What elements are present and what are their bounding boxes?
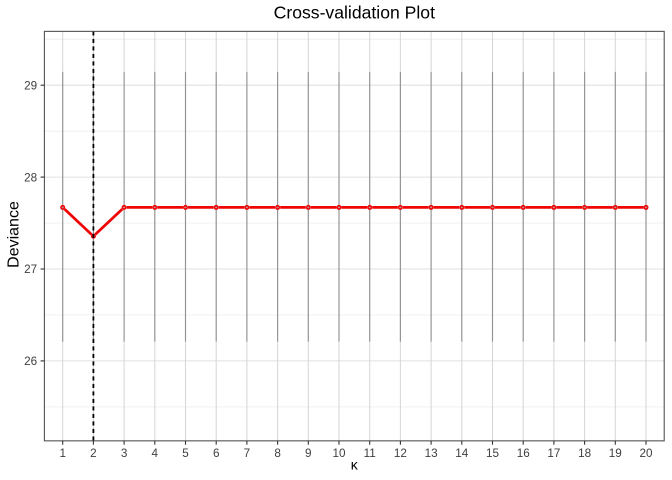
svg-text:12: 12 <box>394 447 407 460</box>
svg-text:17: 17 <box>547 447 560 460</box>
svg-text:4: 4 <box>152 447 159 460</box>
svg-text:15: 15 <box>486 447 500 460</box>
svg-text:2: 2 <box>90 447 97 460</box>
svg-text:20: 20 <box>639 447 653 460</box>
svg-text:14: 14 <box>455 447 469 460</box>
svg-text:8: 8 <box>274 447 281 460</box>
svg-text:1: 1 <box>59 447 66 460</box>
svg-text:27: 27 <box>24 263 37 276</box>
svg-text:29: 29 <box>24 79 37 92</box>
svg-text:9: 9 <box>305 447 312 460</box>
svg-text:18: 18 <box>578 447 591 460</box>
svg-text:Deviance: Deviance <box>5 201 22 268</box>
svg-text:19: 19 <box>609 447 622 460</box>
svg-text:3: 3 <box>121 447 128 460</box>
svg-text:13: 13 <box>425 447 438 460</box>
svg-text:26: 26 <box>24 355 37 368</box>
svg-text:16: 16 <box>517 447 530 460</box>
svg-text:6: 6 <box>213 447 220 460</box>
svg-text:7: 7 <box>244 447 251 460</box>
svg-text:11: 11 <box>364 447 376 460</box>
svg-text:28: 28 <box>24 171 37 184</box>
svg-text:10: 10 <box>332 447 346 460</box>
svg-text:Cross-validation Plot: Cross-validation Plot <box>274 3 435 23</box>
svg-text:κ: κ <box>351 457 359 473</box>
svg-text:5: 5 <box>182 447 189 460</box>
